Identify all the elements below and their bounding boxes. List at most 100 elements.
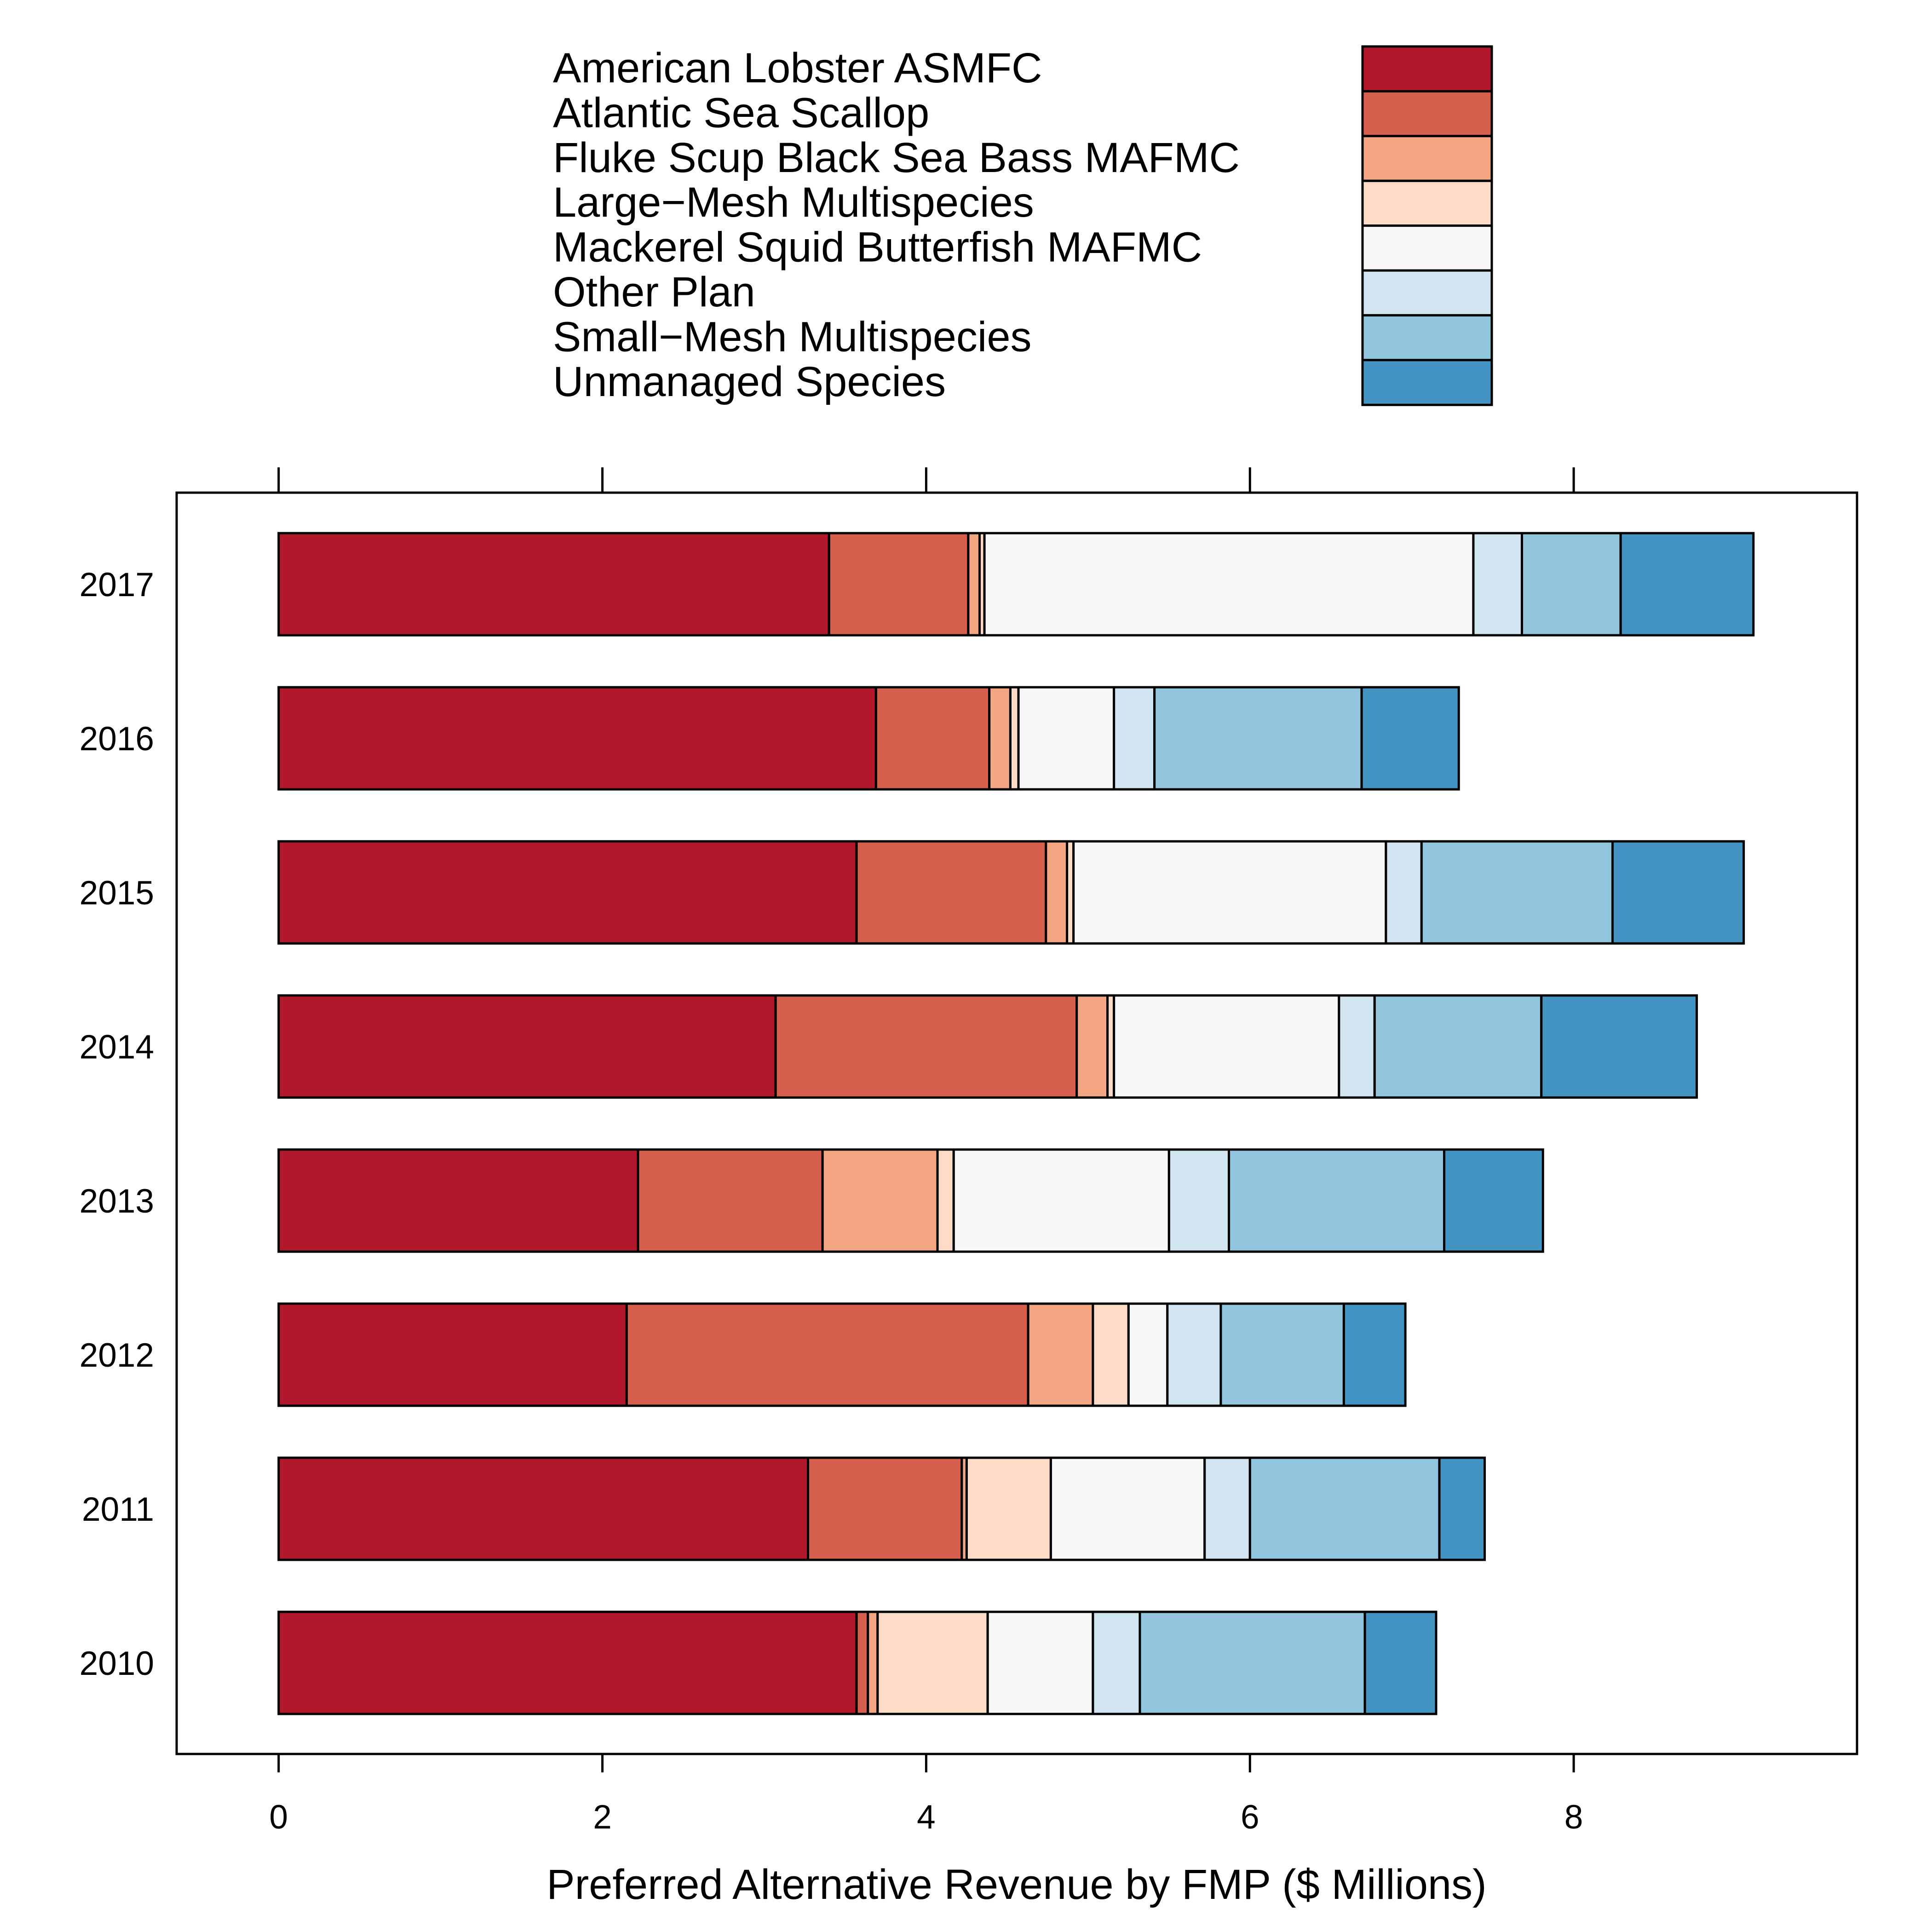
- bar-segment-2014-0: [277, 994, 777, 1099]
- bar-segment-2016-1: [874, 686, 991, 791]
- bar-row-2014: [277, 994, 1698, 1099]
- bar-segment-2013-1: [637, 1148, 824, 1253]
- bar-segment-2017-0: [277, 532, 830, 637]
- bar-segment-2010-0: [277, 1610, 858, 1715]
- legend-swatch: [1361, 45, 1493, 92]
- bar-segment-2012-7: [1342, 1302, 1407, 1407]
- legend-item: Unmanaged Species: [553, 358, 1493, 406]
- bar-segment-2012-6: [1219, 1302, 1345, 1407]
- bar-segment-2010-2: [867, 1610, 879, 1715]
- legend-label: American Lobster ASMFC: [553, 45, 1042, 92]
- legend-label: Small−Mesh Multispecies: [553, 313, 1031, 360]
- x-tick-label: 2: [593, 1799, 612, 1836]
- bar-segment-2010-7: [1363, 1610, 1438, 1715]
- legend-swatch: [1361, 135, 1493, 182]
- legend-item: Large−Mesh Multispecies: [553, 179, 1493, 227]
- bar-segment-2015-1: [855, 840, 1047, 945]
- bar-segment-2015-5: [1385, 840, 1423, 945]
- bar-segment-2016-0: [277, 686, 877, 791]
- x-tick-label: 0: [269, 1799, 288, 1836]
- bar-segment-2014-5: [1338, 994, 1376, 1099]
- x-tick-label: 6: [1241, 1799, 1259, 1836]
- bar-segment-2010-1: [855, 1610, 869, 1715]
- legend-item: Small−Mesh Multispecies: [553, 313, 1493, 362]
- bar-segment-2016-3: [1009, 686, 1020, 791]
- bar-segment-2013-0: [277, 1148, 639, 1253]
- bar-segment-2010-5: [1092, 1610, 1141, 1715]
- bar-row-2017: [277, 532, 1755, 637]
- bar-segment-2010-6: [1138, 1610, 1366, 1715]
- bar-segment-2014-6: [1373, 994, 1543, 1099]
- bar-segment-2015-4: [1072, 840, 1387, 945]
- bar-segment-2012-1: [625, 1302, 1029, 1407]
- legend-label: Unmanaged Species: [553, 358, 946, 405]
- bar-segment-2016-4: [1017, 686, 1116, 791]
- legend-item: Mackerel Squid Butterfish MAFMC: [553, 224, 1493, 272]
- legend-label: Other Plan: [553, 269, 755, 316]
- legend-label: Large−Mesh Multispecies: [553, 179, 1034, 226]
- bar-row-2015: [277, 840, 1745, 945]
- y-tick-label: 2013: [80, 1183, 154, 1220]
- bar-segment-2016-6: [1153, 686, 1363, 791]
- bar-segment-2015-2: [1045, 840, 1069, 945]
- legend-swatch: [1361, 224, 1493, 272]
- plot-frame: [175, 491, 1858, 1755]
- legend-item: American Lobster ASMFC: [553, 45, 1493, 92]
- legend-item: Atlantic Sea Scallop: [553, 89, 1493, 138]
- legend-swatch: [1361, 179, 1493, 227]
- y-tick-label: 2014: [80, 1029, 154, 1066]
- bar-segment-2015-6: [1420, 840, 1614, 945]
- bar-segment-2017-2: [967, 532, 981, 637]
- bar-segment-2012-0: [277, 1302, 628, 1407]
- bar-segment-2011-0: [277, 1456, 810, 1561]
- bar-segment-2011-7: [1438, 1456, 1486, 1561]
- bar-segment-2017-5: [1472, 532, 1524, 637]
- bar-segment-2010-3: [876, 1610, 989, 1715]
- bar-segment-2012-3: [1092, 1302, 1130, 1407]
- bar-segment-2011-3: [965, 1456, 1052, 1561]
- bar-segment-2014-7: [1540, 994, 1698, 1099]
- bar-segment-2011-4: [1049, 1456, 1206, 1561]
- bar-segment-2017-6: [1521, 532, 1622, 637]
- legend-swatch: [1361, 90, 1493, 138]
- bar-row-2010: [277, 1610, 1438, 1715]
- bar-segment-2016-2: [988, 686, 1012, 791]
- bar-row-2016: [277, 686, 1460, 791]
- bar-segment-2013-7: [1443, 1148, 1544, 1253]
- bar-segment-2013-5: [1167, 1148, 1230, 1253]
- x-axis-ticks: 0 2 4 6 8: [269, 467, 1583, 1836]
- legend-item: Fluke Scup Black Sea Bass MAFMC: [553, 134, 1493, 182]
- bar-segment-2011-5: [1203, 1456, 1251, 1561]
- bar-segment-2017-4: [983, 532, 1475, 637]
- bar-segment-2014-4: [1113, 994, 1340, 1099]
- bar-segment-2014-2: [1075, 994, 1109, 1099]
- bar-segment-2010-4: [986, 1610, 1094, 1715]
- legend-swatch: [1361, 359, 1493, 406]
- bar-segment-2014-1: [774, 994, 1078, 1099]
- bar-segment-2012-5: [1166, 1302, 1222, 1407]
- y-tick-label: 2016: [80, 720, 154, 758]
- bar-segment-2017-7: [1619, 532, 1755, 637]
- legend-label: Fluke Scup Black Sea Bass MAFMC: [553, 134, 1240, 181]
- bar-segment-2012-4: [1127, 1302, 1169, 1407]
- y-tick-label: 2015: [80, 874, 154, 912]
- legend-swatch: [1361, 314, 1493, 362]
- legend-label: Mackerel Squid Butterfish MAFMC: [553, 224, 1202, 271]
- bars: [277, 532, 1755, 1715]
- legend-label: Atlantic Sea Scallop: [553, 89, 929, 136]
- bar-segment-2015-0: [277, 840, 858, 945]
- bar-segment-2012-2: [1027, 1302, 1094, 1407]
- bar-segment-2016-7: [1360, 686, 1460, 791]
- bar-row-2013: [277, 1148, 1544, 1253]
- bar-segment-2011-6: [1248, 1456, 1441, 1561]
- y-tick-label: 2011: [82, 1491, 154, 1528]
- bar-row-2012: [277, 1302, 1407, 1407]
- bar-segment-2015-7: [1611, 840, 1745, 945]
- bar-segment-2016-5: [1113, 686, 1156, 791]
- y-tick-label: 2012: [80, 1337, 154, 1374]
- legend-item: Other Plan: [553, 269, 1493, 316]
- x-axis-title: Preferred Alternative Revenue by FMP ($ …: [546, 1861, 1487, 1908]
- y-tick-label: 2010: [80, 1645, 154, 1682]
